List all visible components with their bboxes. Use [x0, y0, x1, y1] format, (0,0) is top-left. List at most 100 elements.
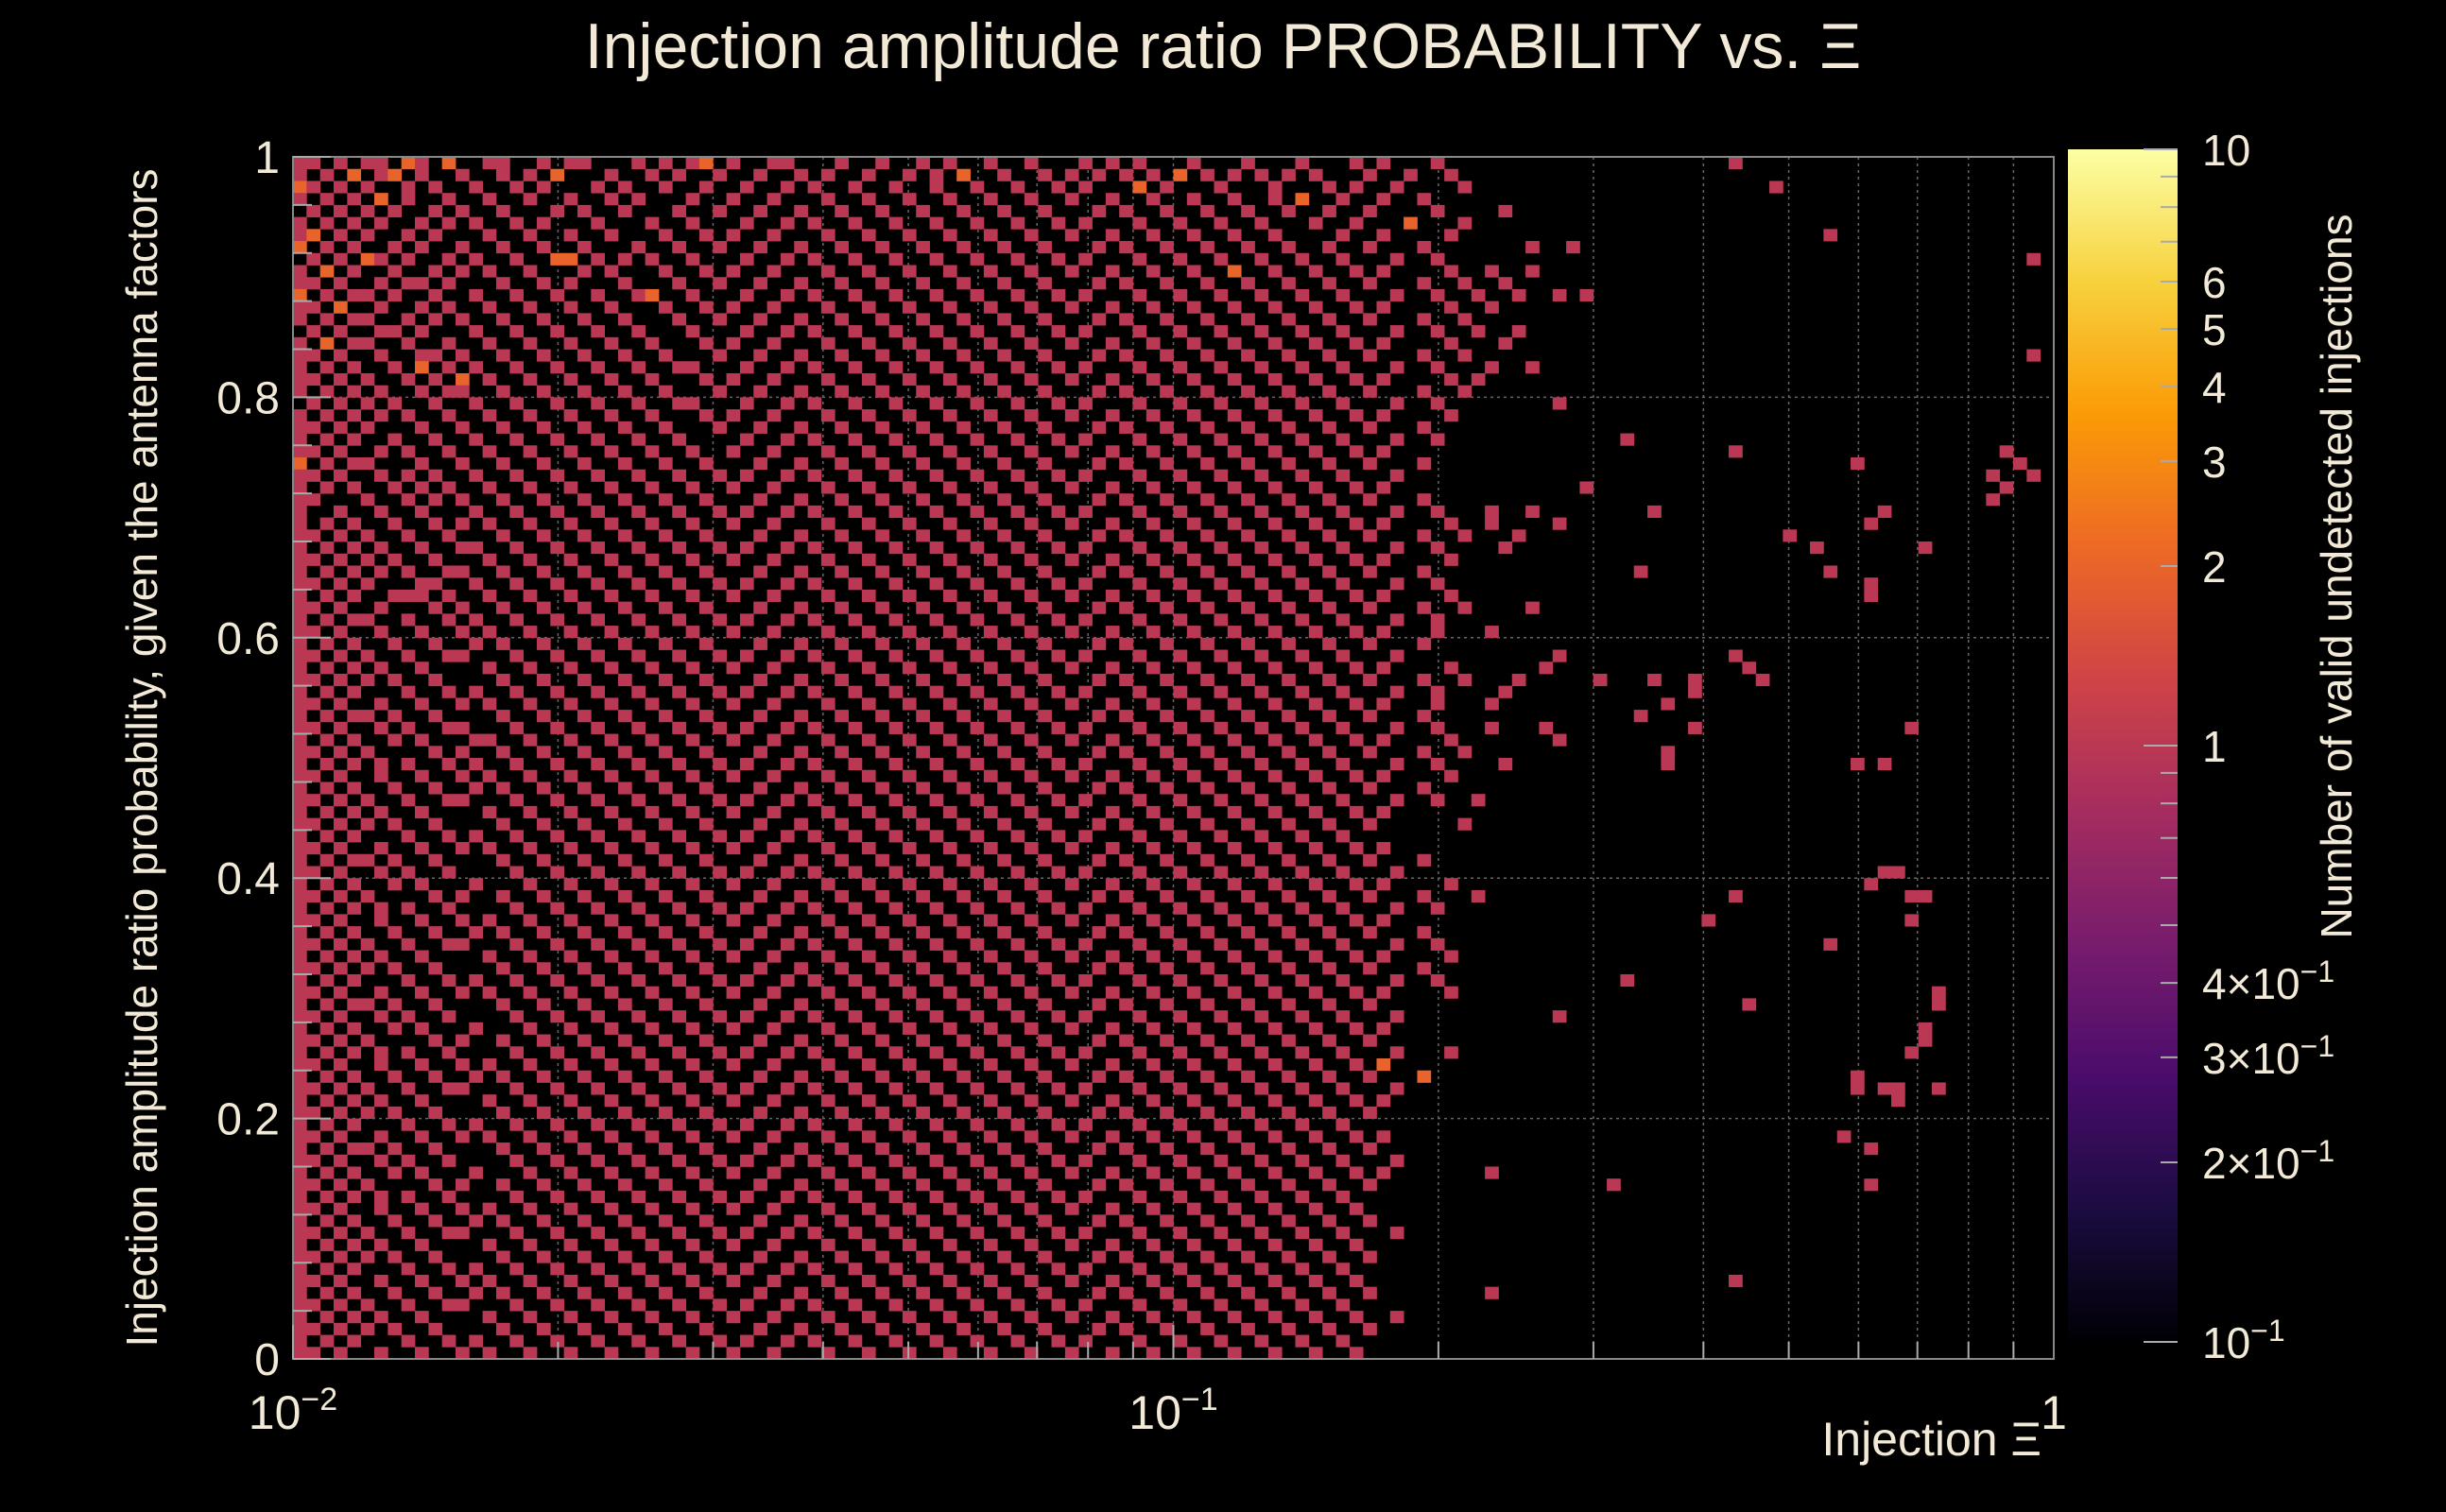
heatmap-cell — [753, 421, 767, 434]
heatmap-cell — [685, 1130, 700, 1143]
heatmap-cell — [645, 769, 660, 782]
heatmap-cell — [1010, 649, 1025, 662]
heatmap-cell — [373, 626, 388, 639]
heatmap-cell — [1105, 1094, 1120, 1108]
heatmap-cell — [1132, 361, 1147, 374]
heatmap-cell — [293, 180, 307, 194]
heatmap-cell — [997, 1286, 1011, 1299]
heatmap-cell — [401, 589, 416, 603]
heatmap-cell — [441, 277, 456, 290]
heatmap-cell — [916, 710, 930, 723]
heatmap-cell — [1457, 216, 1473, 230]
heatmap-cell — [347, 950, 362, 963]
heatmap-cell — [319, 457, 335, 471]
heatmap-cell — [617, 1286, 632, 1299]
heatmap-cell — [902, 301, 917, 314]
heatmap-cell — [848, 361, 863, 374]
heatmap-cell — [523, 517, 538, 530]
heatmap-cell — [1363, 385, 1377, 398]
heatmap-cell — [645, 1202, 660, 1215]
heatmap-cell — [428, 601, 443, 614]
heatmap-cell — [414, 842, 429, 855]
heatmap-cell — [347, 926, 362, 939]
heatmap-cell — [1376, 336, 1391, 350]
heatmap-cell — [1417, 529, 1432, 542]
heatmap-cell — [672, 794, 686, 807]
heatmap-cell — [604, 1058, 619, 1072]
heatmap-cell — [414, 626, 429, 639]
heatmap-cell — [1485, 505, 1499, 518]
heatmap-cell — [293, 889, 307, 903]
heatmap-cell — [1404, 168, 1418, 181]
heatmap-cell — [685, 157, 700, 170]
heatmap-cell — [713, 1010, 727, 1023]
heatmap-cell — [428, 553, 443, 566]
heatmap-cell — [713, 937, 727, 951]
heatmap-cell — [1078, 1046, 1093, 1059]
heatmap-cell — [1010, 613, 1025, 627]
heatmap-cell — [835, 1070, 849, 1083]
heatmap-cell — [983, 372, 998, 387]
heatmap-cell — [645, 1238, 660, 1251]
heatmap-cell — [698, 1143, 714, 1156]
heatmap-cell — [1254, 577, 1269, 591]
heatmap-cell — [550, 1263, 565, 1276]
heatmap-cell — [848, 1154, 863, 1167]
heatmap-cell — [658, 349, 673, 362]
heatmap-cell — [373, 349, 388, 362]
heatmap-cell — [1295, 288, 1310, 302]
heatmap-cell — [1417, 637, 1432, 650]
heatmap-cell — [820, 481, 835, 494]
heatmap-cell — [1038, 817, 1052, 831]
heatmap-cell — [1254, 1118, 1269, 1131]
heatmap-cell — [401, 902, 416, 915]
heatmap-cell — [319, 565, 335, 578]
heatmap-cell — [1335, 1046, 1351, 1059]
heatmap-cell — [469, 1334, 484, 1348]
heatmap-cell — [739, 433, 754, 446]
heatmap-cell — [373, 409, 388, 422]
heatmap-cell — [1092, 746, 1107, 759]
colorbar-tick-label: 3 — [2202, 438, 2227, 487]
heatmap-cell — [1038, 962, 1052, 975]
heatmap-cell — [414, 457, 429, 471]
heatmap-cell — [550, 577, 565, 591]
heatmap-cell — [645, 805, 660, 818]
heatmap-cell — [306, 1274, 321, 1288]
heatmap-cell — [1200, 1106, 1214, 1119]
heatmap-cell — [604, 878, 619, 891]
heatmap-cell — [373, 1238, 388, 1251]
heatmap-cell — [319, 878, 335, 891]
heatmap-cell — [767, 697, 782, 711]
heatmap-cell — [1376, 553, 1391, 566]
heatmap-cell — [794, 277, 808, 290]
heatmap-cell — [333, 421, 348, 434]
heatmap-cell — [888, 252, 904, 266]
heatmap-cell — [563, 1130, 578, 1143]
heatmap-cell — [970, 1046, 985, 1059]
heatmap-cell — [726, 372, 741, 387]
heatmap-cell — [469, 1118, 484, 1131]
heatmap-cell — [333, 721, 348, 734]
heatmap-cell — [956, 168, 971, 181]
heatmap-cell — [1308, 517, 1323, 530]
heatmap-cell — [1376, 481, 1391, 494]
heatmap-cell — [1078, 1334, 1093, 1348]
heatmap-cell — [441, 1298, 456, 1312]
heatmap-cell — [495, 1070, 510, 1083]
heatmap-cell — [835, 889, 849, 903]
heatmap-cell — [1511, 325, 1526, 338]
heatmap-cell — [347, 313, 362, 326]
heatmap-cell — [713, 794, 727, 807]
heatmap-cell — [428, 288, 443, 302]
heatmap-cell — [414, 361, 429, 374]
heatmap-cell — [1078, 361, 1093, 374]
heatmap-cell — [807, 1118, 822, 1131]
heatmap-cell — [455, 517, 470, 530]
heatmap-cell — [942, 265, 957, 278]
heatmap-cell — [1051, 685, 1066, 698]
heatmap-cell — [306, 445, 321, 458]
heatmap-cell — [1241, 204, 1255, 217]
heatmap-cell — [306, 1227, 321, 1240]
heatmap-cell — [1308, 626, 1323, 639]
